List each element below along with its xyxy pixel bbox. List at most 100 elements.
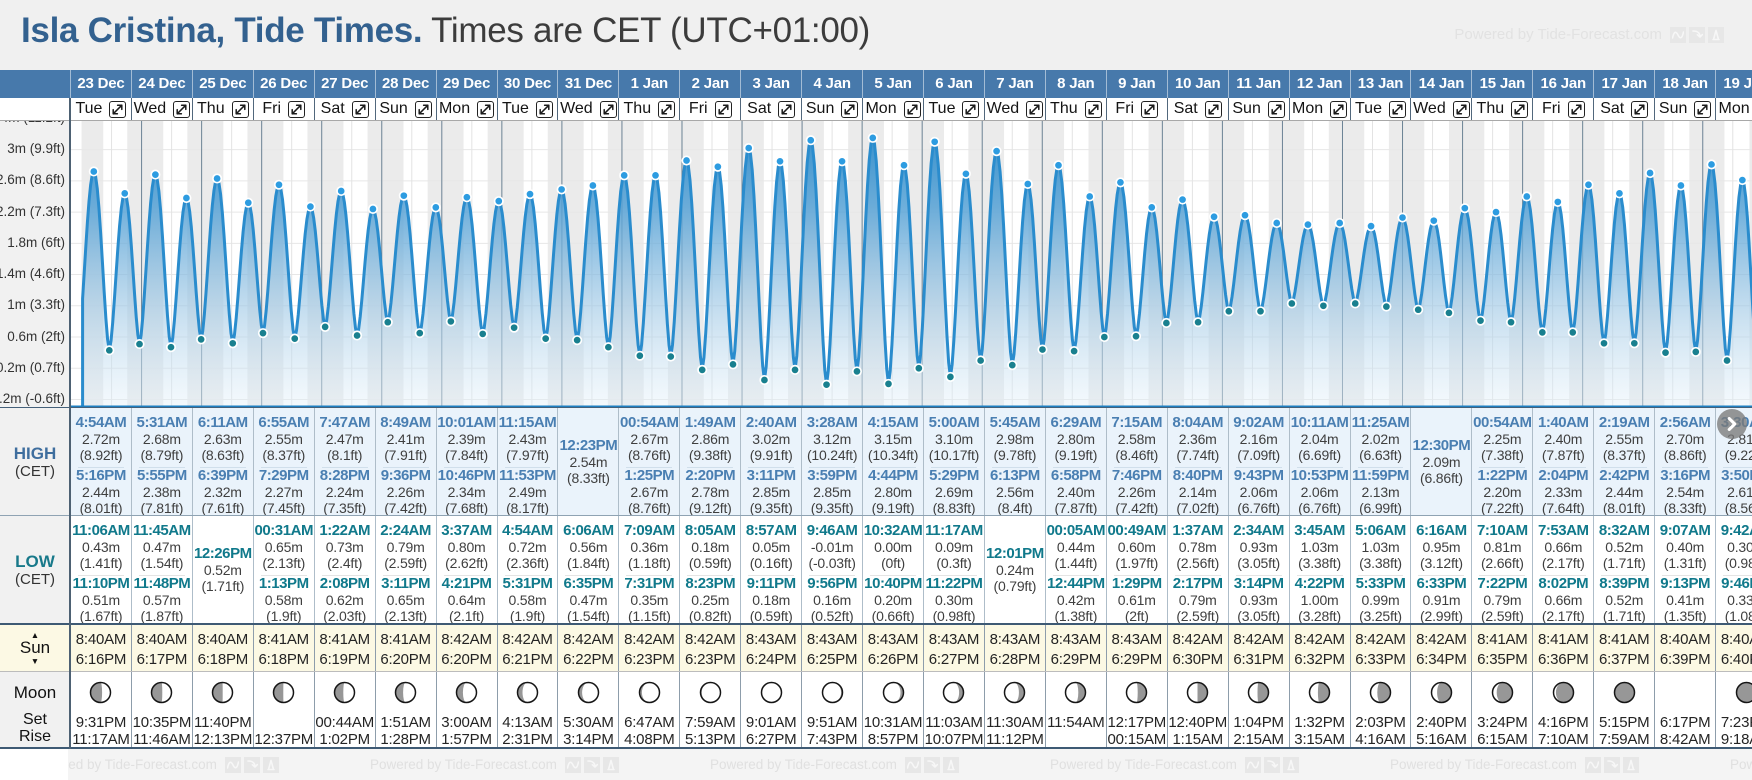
sunrise-time: 8:40AM bbox=[1720, 630, 1752, 648]
expand-day-button[interactable] bbox=[962, 100, 980, 118]
expand-day-button[interactable] bbox=[231, 100, 249, 118]
low-tide-height-m: 0.30m bbox=[1727, 538, 1752, 555]
expand-day-button[interactable] bbox=[288, 100, 306, 118]
expand-day-button[interactable] bbox=[1631, 100, 1649, 118]
high-tide-height-ft: (7.87ft) bbox=[1054, 500, 1098, 516]
low-tide-dot bbox=[509, 322, 520, 333]
expand-icon bbox=[480, 103, 491, 115]
expand-day-button[interactable] bbox=[477, 100, 495, 118]
low-tide-time: 12:01PM bbox=[986, 545, 1044, 563]
high-tide-height-m: 2.14m bbox=[1178, 484, 1217, 501]
high-tide-cell: 3:28AM 3.12m (10.24ft) 3:59PM 2.85m (9.35ft) bbox=[801, 408, 863, 516]
low-tide-cell: 9:46AM -0.01m (-0.03ft) 9:56PM 0.16m (0.52ft) bbox=[801, 516, 863, 625]
low-tide-cell: 9:42AM0.30m(0.98ft) 9:46PM0.33m(1.08ft) bbox=[1715, 516, 1752, 625]
expand-day-button[interactable] bbox=[1511, 100, 1529, 118]
low-tide-time: 7:22PM bbox=[1477, 575, 1528, 593]
sun-times-cell: 8:42AM 6:30PM bbox=[1166, 624, 1228, 672]
expand-day-button[interactable] bbox=[1204, 100, 1222, 118]
date-header-cell: 31 Dec bbox=[557, 70, 619, 98]
moonset-time: 1:04PM bbox=[1233, 713, 1284, 731]
expand-day-button[interactable] bbox=[778, 100, 796, 118]
sunset-time: 6:36PM bbox=[1538, 650, 1589, 668]
high-tide-cell: 7:15AM 2.58m (8.46ft) 7:46PM 2.26m (7.42ft) bbox=[1105, 408, 1167, 516]
tide-entry-divider bbox=[321, 466, 368, 468]
tide-entry-divider bbox=[504, 466, 551, 468]
low-tide-dot bbox=[883, 378, 894, 389]
high-tide-height-ft: (10.24ft) bbox=[806, 446, 858, 463]
sunset-time: 6:25PM bbox=[806, 650, 858, 668]
label-column-border bbox=[69, 97, 71, 749]
moon-cell: 2:40PM 5:16AM bbox=[1410, 671, 1472, 749]
low-tide-height-ft: (0.16ft) bbox=[749, 554, 793, 571]
expand-day-button[interactable] bbox=[1567, 100, 1585, 118]
low-tide-height-m: 0.66m bbox=[1544, 592, 1583, 609]
tide-entry-divider bbox=[931, 574, 977, 576]
expand-day-button[interactable] bbox=[714, 100, 732, 118]
moonset-time: 12:17PM bbox=[1107, 713, 1167, 731]
high-tide-dot bbox=[587, 179, 598, 191]
watermark-bottom: Powered by Tide-Forecast.com bbox=[1390, 756, 1730, 773]
expand-day-button[interactable] bbox=[599, 100, 617, 118]
date-label: 5 Jan bbox=[874, 75, 912, 93]
low-tide-dot bbox=[727, 358, 739, 369]
moon-icon-wrap bbox=[376, 672, 436, 714]
high-tide-time: 7:47AM bbox=[319, 413, 370, 431]
expand-day-button[interactable] bbox=[109, 100, 127, 118]
expand-day-button[interactable] bbox=[1330, 100, 1348, 118]
high-tide-cell: 2:19AM 2.55m (8.37ft) 2:42PM 2.44m (8.01ft) bbox=[1593, 408, 1655, 516]
high-tide-dot bbox=[650, 169, 661, 180]
expand-day-button[interactable] bbox=[841, 100, 859, 118]
moon-cell: 5:15PM 7:59AM bbox=[1593, 671, 1655, 749]
high-row-label: HIGH (CET) bbox=[0, 408, 70, 516]
expand-day-button[interactable] bbox=[1141, 100, 1159, 118]
low-tide-time: 3:11PM bbox=[381, 575, 431, 593]
high-tide-entry: 7:29PM 2.27m (7.45ft) bbox=[254, 468, 314, 516]
expand-day-button[interactable] bbox=[1452, 100, 1470, 118]
high-tide-height-m: 2.58m bbox=[1117, 430, 1156, 447]
next-page-button[interactable] bbox=[1717, 409, 1747, 439]
low-tide-height-ft: (2.1ft) bbox=[448, 608, 485, 625]
low-tide-time: 11:06AM bbox=[72, 521, 130, 539]
weekday-cell: Tue bbox=[1349, 97, 1411, 121]
expand-day-button[interactable] bbox=[1267, 100, 1285, 118]
high-tide-height-ft: (7.81ft) bbox=[140, 500, 184, 516]
expand-day-button[interactable] bbox=[351, 100, 369, 118]
low-tide-time: 9:13PM bbox=[1660, 575, 1711, 593]
low-tide-entry: 5:33PM 0.99m (3.25ft) bbox=[1351, 576, 1411, 625]
date-label: 27 Dec bbox=[321, 75, 369, 93]
expand-day-button[interactable] bbox=[903, 100, 921, 118]
date-label: 12 Jan bbox=[1296, 75, 1343, 93]
low-tide-entry: 8:02PM 0.66m (2.17ft) bbox=[1533, 576, 1593, 625]
arrow-icon-glyph bbox=[587, 759, 598, 768]
expand-day-button[interactable] bbox=[173, 100, 191, 118]
expand-day-button[interactable] bbox=[1026, 100, 1044, 118]
high-tide-time: 9:02AM bbox=[1233, 413, 1284, 431]
high-tide-height-m: 2.06m bbox=[1300, 484, 1339, 501]
moon-cell: 6:47AM 4:08PM bbox=[618, 671, 680, 749]
low-tide-cell: 7:53AM 0.66m (2.17ft) 8:02PM 0.66m (2.17ft) bbox=[1532, 516, 1594, 625]
watermark-icons bbox=[224, 756, 279, 773]
high-tide-height-m: 2.41m bbox=[386, 430, 425, 447]
date-label: 31 Dec bbox=[564, 75, 612, 93]
high-tide-height-ft: (7.02ft) bbox=[1176, 500, 1220, 516]
expand-day-button[interactable] bbox=[658, 100, 676, 118]
high-tide-height-m: 2.27m bbox=[264, 484, 303, 501]
high-tide-height-m: 2.40m bbox=[1544, 430, 1583, 447]
low-tide-entry: 4:21PM 0.64m (2.1ft) bbox=[437, 576, 497, 625]
expand-day-button[interactable] bbox=[1084, 100, 1102, 118]
low-tide-time: 8:23PM bbox=[685, 575, 736, 593]
page-title: Isla Cristina, Tide Times. Times are CET… bbox=[21, 11, 870, 51]
date-header-cell: 2 Jan bbox=[679, 70, 741, 98]
moonset-time: 00:44AM bbox=[315, 713, 374, 731]
low-tide-entry: 00:31AM 0.65m (2.13ft) bbox=[254, 516, 314, 571]
expand-day-button[interactable] bbox=[1694, 100, 1712, 118]
high-tide-height-m: 2.78m bbox=[691, 484, 730, 501]
weekday-cell: Mon bbox=[435, 97, 497, 121]
expand-day-button[interactable] bbox=[535, 100, 553, 118]
expand-day-button[interactable] bbox=[414, 100, 432, 118]
expand-day-button[interactable] bbox=[1388, 100, 1406, 118]
sunrise-time: 8:42AM bbox=[685, 630, 736, 648]
moonrise-time: 1:15AM bbox=[1172, 730, 1223, 748]
date-header-cell: 16 Jan bbox=[1532, 70, 1594, 98]
moonrise-time: 11:46AM bbox=[133, 730, 191, 748]
